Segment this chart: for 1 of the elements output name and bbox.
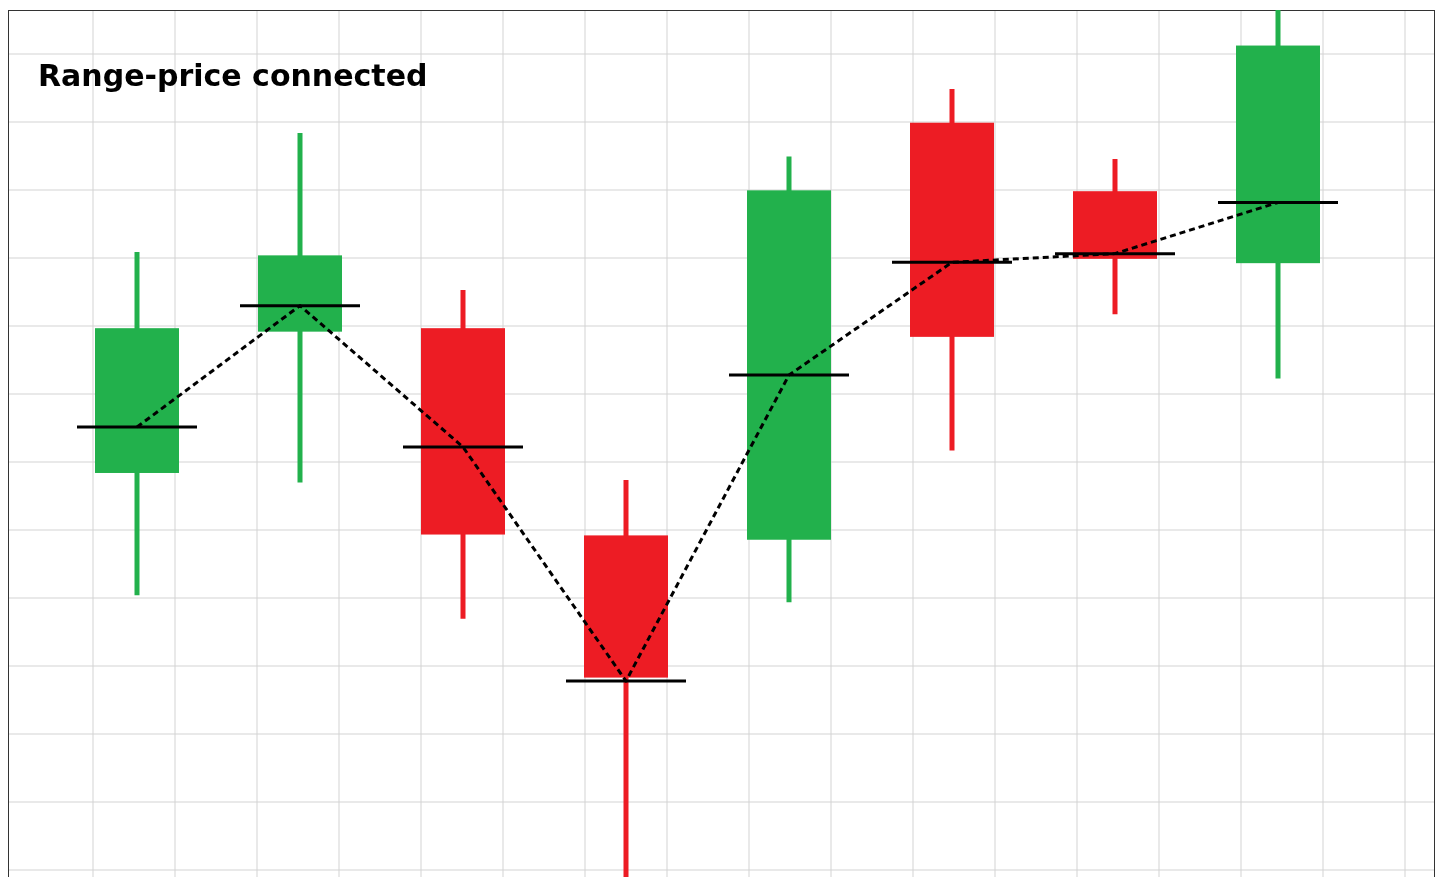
text: Range-price connected <box>38 58 428 93</box>
